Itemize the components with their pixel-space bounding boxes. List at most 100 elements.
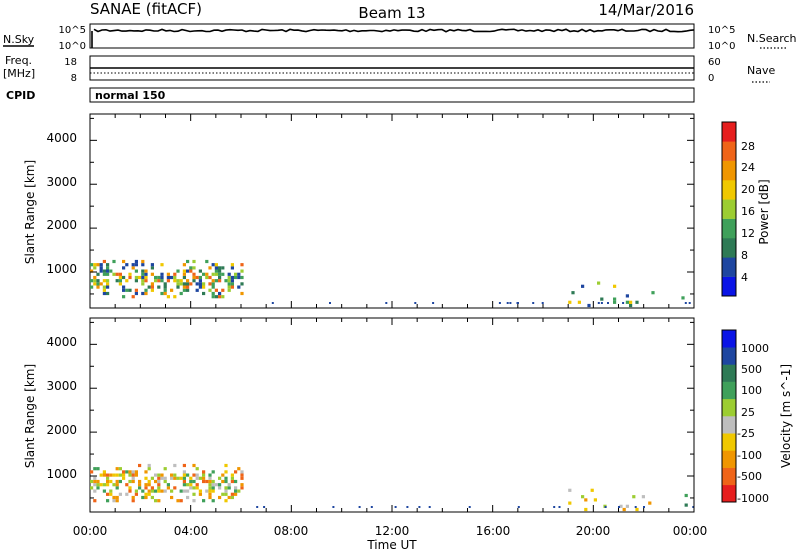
data-cell bbox=[186, 495, 190, 500]
power-colorbar bbox=[722, 122, 736, 297]
x-axis-label: Time UT bbox=[366, 538, 417, 552]
data-cell bbox=[237, 489, 241, 493]
data-cell bbox=[150, 263, 154, 267]
data-cell bbox=[195, 467, 199, 471]
velocity-colorbar-segment bbox=[722, 467, 736, 486]
data-cell bbox=[202, 499, 206, 503]
freq-label: Freq. bbox=[5, 54, 32, 67]
data-cell bbox=[179, 291, 183, 296]
data-cell bbox=[558, 506, 561, 508]
data-cell bbox=[109, 479, 113, 484]
data-cell bbox=[154, 489, 158, 493]
data-cell bbox=[227, 288, 231, 292]
data-cell bbox=[634, 506, 637, 508]
data-cell bbox=[221, 479, 225, 484]
data-cell bbox=[163, 288, 167, 292]
power-panel-frame bbox=[89, 113, 695, 309]
data-cell bbox=[106, 499, 110, 503]
data-cell bbox=[227, 279, 231, 283]
data-cell bbox=[358, 506, 361, 508]
power-colorbar-segment bbox=[722, 141, 736, 161]
data-cell bbox=[115, 272, 119, 276]
power-cbar-tick-4: 4 bbox=[741, 271, 748, 284]
data-cell bbox=[218, 275, 222, 280]
data-cell bbox=[182, 272, 186, 276]
data-cell bbox=[134, 492, 138, 496]
data-cell bbox=[96, 479, 100, 484]
data-cell bbox=[141, 495, 145, 500]
data-cell bbox=[208, 483, 212, 487]
data-cell bbox=[218, 295, 222, 299]
nave-tick-top: 60 bbox=[708, 57, 721, 68]
data-cell bbox=[192, 272, 196, 276]
data-cell bbox=[93, 476, 97, 480]
power-ylabel: Slant Range [km] bbox=[23, 160, 37, 264]
data-cell bbox=[90, 479, 94, 484]
data-cell bbox=[134, 291, 138, 296]
data-cell bbox=[468, 506, 471, 508]
data-cell bbox=[160, 291, 164, 296]
cpid-label: CPID bbox=[6, 89, 35, 102]
data-cell bbox=[186, 259, 190, 264]
data-cell bbox=[154, 279, 158, 283]
power-cbar-tick-12: 12 bbox=[741, 227, 755, 240]
data-cell bbox=[240, 483, 244, 487]
data-cell bbox=[90, 470, 94, 474]
data-cell bbox=[227, 282, 231, 286]
data-cell bbox=[221, 266, 225, 270]
data-cell bbox=[230, 492, 234, 496]
data-cell bbox=[150, 285, 154, 289]
data-cell bbox=[179, 282, 183, 286]
data-cell bbox=[96, 285, 100, 289]
data-cell bbox=[192, 492, 196, 496]
vel-cbar-tick-500: 500 bbox=[741, 363, 762, 376]
data-cell bbox=[186, 473, 190, 477]
power-panel: 1000 2000 3000 4000 Slant Range [km] 4 8… bbox=[23, 113, 771, 309]
data-cell bbox=[517, 506, 520, 508]
power-cbar-tick-28: 28 bbox=[741, 140, 755, 153]
data-cell bbox=[432, 302, 435, 304]
data-cell bbox=[641, 495, 645, 499]
data-cell bbox=[166, 483, 170, 487]
data-cell bbox=[230, 266, 234, 270]
data-cell bbox=[651, 291, 655, 295]
data-cell bbox=[176, 279, 180, 283]
data-cell bbox=[170, 473, 174, 477]
data-cell bbox=[240, 291, 244, 296]
data-cell bbox=[221, 295, 225, 299]
data-cell bbox=[154, 479, 158, 484]
data-cell bbox=[163, 476, 167, 480]
power-axes bbox=[89, 114, 695, 308]
data-cell bbox=[256, 506, 259, 508]
data-cell bbox=[134, 473, 138, 477]
data-cell bbox=[186, 288, 190, 292]
data-cell bbox=[157, 473, 161, 477]
data-cell bbox=[600, 302, 603, 304]
data-cell bbox=[115, 499, 119, 503]
data-cell bbox=[271, 302, 274, 304]
data-cell bbox=[211, 285, 215, 289]
data-cell bbox=[182, 489, 186, 493]
data-cell bbox=[131, 263, 135, 267]
data-cell bbox=[96, 282, 100, 286]
data-cell bbox=[122, 473, 126, 477]
vel-cbar-tick-25: 25 bbox=[741, 406, 755, 419]
data-cell bbox=[160, 272, 164, 276]
data-cell bbox=[218, 279, 222, 283]
data-cell bbox=[150, 282, 154, 286]
data-cell bbox=[112, 473, 116, 477]
data-cell bbox=[138, 479, 142, 484]
velocity-panel-frame bbox=[89, 317, 695, 513]
data-cell bbox=[208, 275, 212, 280]
data-cell bbox=[532, 302, 535, 304]
data-cell bbox=[141, 269, 145, 273]
data-cell bbox=[205, 479, 209, 484]
data-cell bbox=[218, 272, 222, 276]
data-cell bbox=[134, 288, 138, 292]
data-cell bbox=[170, 476, 174, 480]
data-cell bbox=[134, 269, 138, 273]
data-cell bbox=[131, 476, 135, 480]
data-cell bbox=[234, 479, 238, 484]
data-cell bbox=[96, 486, 100, 490]
data-cell bbox=[211, 489, 215, 493]
